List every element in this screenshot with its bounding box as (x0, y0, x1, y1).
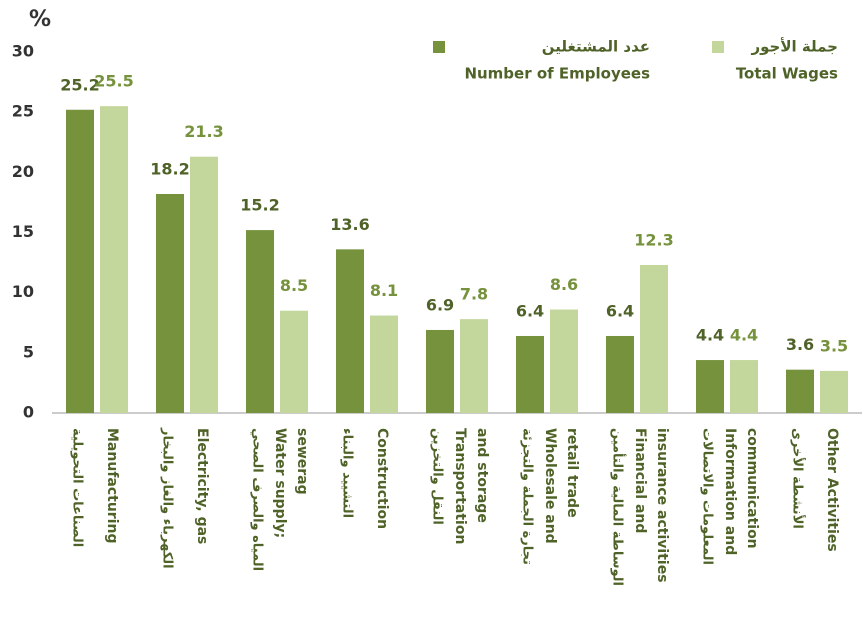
category-label: and storage (474, 428, 490, 523)
y-tick-label: 20 (12, 162, 34, 181)
bar (246, 230, 274, 413)
category-label: Manufacturing (104, 428, 120, 544)
category-label: Financial and (632, 428, 648, 533)
legend-swatch (712, 41, 724, 53)
value-label: 12.3 (634, 230, 673, 249)
category-label: sewerag (294, 428, 310, 495)
y-tick-label: 0 (23, 403, 34, 422)
value-label: 6.4 (516, 301, 544, 320)
value-label: 4.4 (696, 326, 724, 345)
value-label: 8.6 (550, 275, 578, 294)
bar (190, 156, 218, 413)
category-label: Construction (374, 428, 390, 529)
y-tick-label: 15 (12, 222, 34, 241)
category-label: Information and (722, 428, 738, 555)
value-label: 6.4 (606, 301, 634, 320)
bar (460, 319, 488, 413)
bar (100, 106, 128, 414)
category-label-arabic: الصناعات التحويلية (70, 428, 85, 547)
bar (370, 315, 398, 413)
value-label: 25.5 (94, 72, 133, 91)
y-axis-label: % (29, 7, 51, 32)
bar (786, 369, 814, 413)
value-label: 25.2 (60, 75, 99, 94)
category-label: Wholesale and (542, 428, 558, 544)
category-label: insurance activities (654, 428, 670, 583)
legend-swatch (433, 41, 445, 53)
category-label-arabic: الوساطة المالية والتأمين (610, 428, 627, 586)
y-tick-label: 25 (12, 102, 34, 121)
bar (156, 193, 184, 413)
category-label: communication (744, 428, 760, 549)
category-label: Other Activities (824, 428, 840, 552)
legend-label-arabic: جملة الأجور (751, 38, 838, 56)
bar (606, 335, 634, 413)
bar (280, 310, 308, 413)
value-label: 8.1 (370, 281, 398, 300)
y-tick-label: 5 (23, 342, 34, 361)
category-label-arabic: النقل والتخزين (430, 428, 445, 525)
category-label-arabic: تجارة الجملة والتجزئة (520, 428, 535, 565)
legend-label: Total Wages (736, 65, 838, 83)
bar (730, 360, 758, 413)
bar (820, 370, 848, 413)
value-label: 8.5 (280, 276, 308, 295)
value-label: 3.5 (820, 336, 848, 355)
bar (640, 264, 668, 413)
category-label: Transportation (452, 428, 468, 544)
value-label: 15.2 (240, 196, 279, 215)
category-label: Water supply; (272, 428, 288, 538)
legend-label: Number of Employees (464, 65, 650, 83)
value-label: 13.6 (330, 215, 369, 234)
legend-label-arabic: عدد المشتغلين (542, 38, 650, 56)
value-label: 7.8 (460, 285, 488, 304)
category-label-arabic: الأنشطة الأخرى (790, 428, 807, 529)
category-label-arabic: الكهرباء والغاز والبخار (160, 427, 175, 569)
category-label-arabic: المياه والصرف الصحي (250, 428, 265, 571)
value-label: 6.9 (426, 295, 454, 314)
value-label: 21.3 (184, 122, 223, 141)
category-label: Electricity, gas (194, 428, 210, 544)
value-label: 3.6 (786, 335, 814, 354)
bar (426, 329, 454, 413)
bar (66, 109, 94, 413)
bar (696, 360, 724, 413)
value-label: 18.2 (150, 159, 189, 178)
bar (550, 309, 578, 413)
value-label: 4.4 (730, 326, 758, 345)
y-tick-label: 30 (12, 42, 34, 61)
category-label: retail trade (564, 428, 580, 518)
bar (516, 335, 544, 413)
category-label-arabic: المعلومات والاتصالات (700, 428, 715, 565)
bar (336, 249, 364, 413)
y-tick-label: 10 (12, 282, 34, 301)
category-label-arabic: التشييد والبناء (340, 428, 355, 518)
